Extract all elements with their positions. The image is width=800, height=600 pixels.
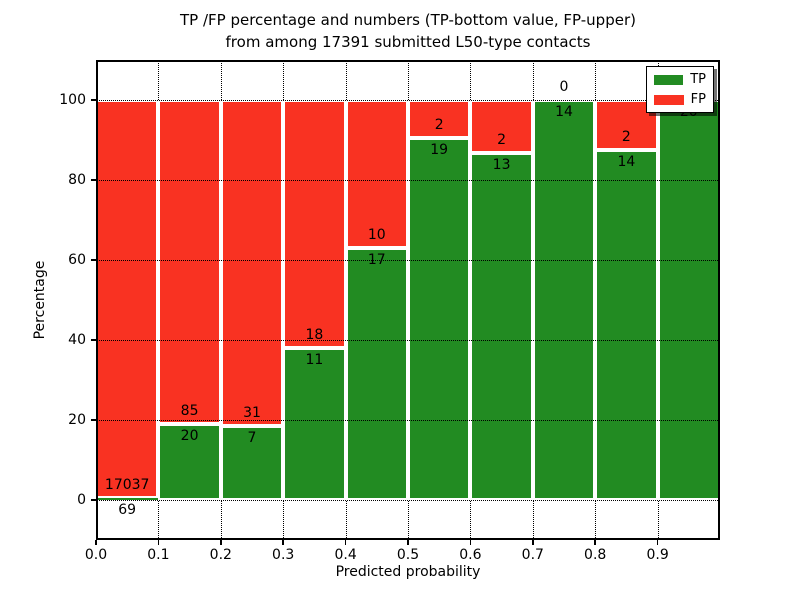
bar-label-tp: 11 — [305, 352, 324, 369]
x-axis-label: Predicted probability — [335, 564, 481, 580]
y-tick-label: 20 — [68, 412, 86, 428]
chart-title: TP /FP percentage and numbers (TP-bottom… — [96, 9, 720, 53]
bar-fp — [220, 100, 284, 427]
bar-label-fp: 17037 — [104, 477, 150, 494]
y-tick-label: 40 — [68, 332, 86, 348]
bar-tp — [408, 138, 471, 500]
bar-fp — [283, 100, 346, 349]
bar-tp — [345, 248, 408, 500]
bar-label-tp: 17 — [367, 252, 386, 269]
x-tick-mark — [220, 540, 222, 545]
bar-fp — [158, 100, 221, 424]
x-tick-mark — [407, 540, 409, 545]
y-tick-label: 100 — [59, 92, 86, 108]
bar-label-tp: 13 — [492, 157, 511, 174]
chart-title-line-2: from among 17391 submitted L50-type cont… — [225, 33, 591, 51]
y-tick-mark — [91, 99, 96, 101]
bar-label-tp: 14 — [617, 154, 636, 170]
bar-label-tp: 69 — [118, 502, 137, 519]
bar-tp — [532, 100, 596, 500]
legend-label-tp: TP — [690, 72, 706, 87]
bar-tp — [470, 153, 533, 500]
y-tick-label: 60 — [68, 252, 86, 268]
h-gridline — [96, 420, 720, 421]
x-tick-label: 0.8 — [584, 547, 607, 563]
bar-tp — [158, 423, 221, 500]
x-tick-label: 0.2 — [209, 547, 232, 563]
bar-label-fp: 31 — [243, 405, 261, 422]
bar-tp — [96, 498, 159, 500]
bar-label-fp: 85 — [180, 402, 199, 419]
legend-item-tp: TP — [654, 73, 706, 86]
legend: TP FP — [646, 66, 714, 113]
x-tick-mark — [344, 540, 347, 545]
y-tick-label: 80 — [68, 172, 86, 188]
bar-label-fp: 18 — [305, 327, 324, 344]
bar-fp — [345, 100, 408, 249]
y-tick-mark — [91, 339, 96, 341]
x-tick-label: 0.4 — [334, 547, 357, 563]
y-tick-mark — [91, 419, 96, 421]
y-tick-mark — [91, 499, 96, 501]
bar-label-tp: 19 — [430, 142, 449, 159]
bar-fp — [408, 100, 471, 139]
bar-label-fp: 2 — [497, 132, 507, 149]
y-axis-label: Percentage — [32, 260, 48, 340]
x-tick-mark — [95, 540, 97, 545]
x-tick-label: 0.5 — [396, 547, 420, 563]
h-gridline — [96, 260, 720, 261]
x-tick-mark — [594, 540, 596, 545]
x-tick-mark — [532, 540, 534, 545]
bar-tp — [220, 426, 284, 500]
bar-label-tp: 20 — [180, 427, 199, 444]
legend-swatch-tp-icon — [654, 74, 684, 85]
x-tick-label: 0.9 — [646, 547, 669, 563]
x-tick-label: 0.7 — [521, 547, 544, 563]
bar-tp — [595, 150, 658, 500]
chart-title-line-1: TP /FP percentage and numbers (TP-bottom… — [180, 11, 636, 29]
x-tick-label: 0.0 — [84, 547, 108, 563]
legend-swatch-fp-icon — [654, 94, 684, 105]
h-gridline — [96, 180, 720, 181]
x-tick-mark — [469, 540, 472, 545]
bar-fp — [96, 100, 159, 499]
bar-label-fp: 10 — [367, 227, 386, 244]
y-tick-label: 0 — [77, 492, 86, 508]
bar-label-fp: 0 — [559, 79, 569, 95]
legend-item-fp: FP — [654, 93, 706, 106]
bar-label-tp: 14 — [555, 104, 573, 120]
y-tick-mark — [91, 259, 96, 261]
x-tick-mark — [282, 540, 284, 545]
h-gridline — [96, 100, 720, 101]
bar-label-tp: 7 — [247, 430, 257, 447]
x-tick-label: 0.3 — [272, 547, 295, 563]
bar-label-fp: 2 — [621, 129, 631, 145]
legend-label-fp: FP — [690, 92, 706, 107]
bar-tp — [657, 100, 720, 500]
h-gridline — [96, 500, 720, 501]
bar-tp — [283, 348, 346, 500]
h-gridline — [96, 340, 720, 341]
x-tick-mark — [656, 540, 659, 545]
x-tick-mark — [157, 540, 160, 545]
bar-label-fp: 2 — [434, 117, 444, 134]
bar-fp — [470, 100, 533, 154]
y-tick-mark — [91, 179, 96, 181]
x-tick-label: 0.6 — [459, 547, 482, 563]
x-tick-label: 0.1 — [147, 547, 170, 563]
